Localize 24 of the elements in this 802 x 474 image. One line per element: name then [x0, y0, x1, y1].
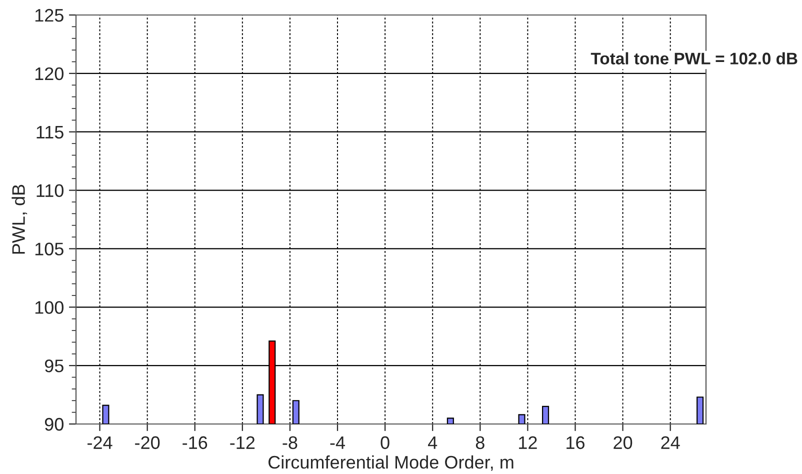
x-tick-label: 4: [428, 436, 438, 449]
y-tick-label: 115: [36, 126, 64, 139]
x-axis-title: Circumferential Mode Order, m: [268, 455, 514, 471]
y-tick-label: 105: [35, 242, 64, 256]
x-tick-label: 16: [566, 436, 584, 450]
x-tick-label: -12: [230, 436, 255, 449]
x-tick-label: -20: [135, 436, 160, 450]
x-tick-label: 12: [519, 436, 537, 449]
x-tick-label: 20: [614, 436, 632, 450]
x-tick-label: -8: [282, 436, 298, 450]
x-tick-label: 24: [661, 436, 680, 449]
x-tick-label: 8: [476, 436, 484, 450]
y-tick-label: 125: [35, 8, 64, 22]
x-tick-label: 0: [380, 436, 390, 450]
x-tick-label: -4: [330, 436, 346, 449]
x-tick-label: -24: [88, 436, 112, 449]
y-tick-label: 90: [44, 418, 64, 431]
y-tick-label: 110: [36, 184, 64, 198]
annotation: Total tone PWL = 102.0 dB: [590, 52, 798, 64]
y-tick-label: 95: [44, 360, 64, 372]
y-tick-label: 100: [35, 301, 64, 314]
y-tick-label: 120: [35, 67, 64, 80]
x-tick-label: -16: [182, 436, 208, 450]
y-axis-title: PWL, dB: [12, 184, 28, 254]
